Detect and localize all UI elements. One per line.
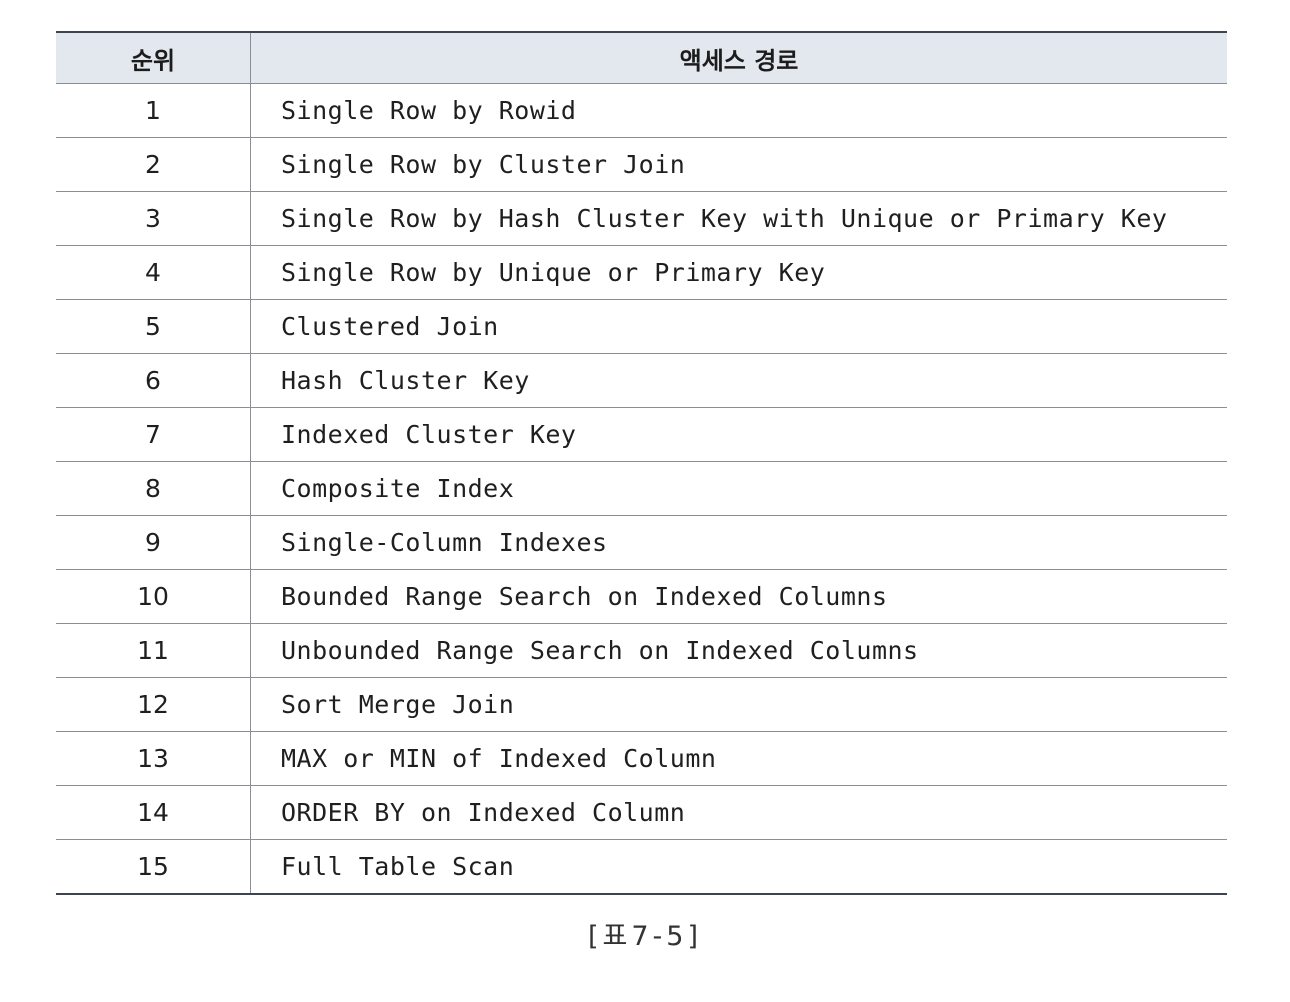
table-row: 5 Clustered Join	[56, 299, 1227, 354]
rank-cell: 4	[56, 245, 251, 300]
access-path-cell: Full Table Scan	[281, 852, 515, 881]
rank-cell: 5	[56, 299, 251, 354]
rank-column-header: 순위	[56, 32, 251, 84]
table-row: 14 ORDER BY on Indexed Column	[56, 785, 1227, 840]
table-row: 4 Single Row by Unique or Primary Key	[56, 245, 1227, 300]
table-row: 11 Unbounded Range Search on Indexed Colu…	[56, 623, 1227, 678]
access-path-table: 순위 액세스 경로 1 Single Row by Rowid 2 Single Ro…	[56, 31, 1227, 895]
rank-cell: 14	[56, 785, 251, 840]
access-path-cell: Single Row by Cluster Join	[250, 137, 1227, 192]
rank-cell: 13	[56, 731, 251, 786]
access-path-cell: Hash Cluster Key	[250, 353, 1227, 408]
access-path-cell: MAX or MIN of Indexed Column	[250, 731, 1227, 786]
access-path-cell: Single-Column Indexes	[250, 515, 1227, 570]
table-row: 6 Hash Cluster Key	[56, 353, 1227, 408]
rank-cell: 2	[56, 137, 251, 192]
table-row: 15 Full Table Scan	[56, 839, 1227, 894]
access-path-cell: Unbounded Range Search on Indexed Column…	[250, 623, 1227, 678]
access-path-cell: Single Row by Unique or Primary Key	[250, 245, 1227, 300]
rank-cell: 8	[56, 461, 251, 516]
table-row: 12 Sort Merge Join	[56, 677, 1227, 732]
table-row: 9 Single-Column Indexes	[56, 515, 1227, 570]
access-path-cell: Clustered Join	[250, 299, 1227, 354]
rank-cell: 6	[56, 353, 251, 408]
table-header-row: 순위 액세스 경로	[56, 32, 1227, 84]
rank-cell: 7	[56, 407, 251, 462]
table-row: 8 Composite Index	[56, 461, 1227, 516]
rank-cell: 1	[56, 83, 251, 138]
access-path-cell: Sort Merge Join	[250, 677, 1227, 732]
rank-cell: 3	[56, 191, 251, 246]
table-row: 10 Bounded Range Search on Indexed Column…	[56, 569, 1227, 624]
table-caption: [표7-5]	[587, 921, 702, 952]
rank-cell: 12	[56, 677, 251, 732]
access-path-column-header: 액세스 경로	[250, 32, 1227, 84]
table-row: 3 Single Row by Hash Cluster Key with Uni…	[56, 191, 1227, 246]
table-row: 13 MAX or MIN of Indexed Column	[56, 731, 1227, 786]
access-path-cell: Bounded Range Search on Indexed Columns	[250, 569, 1227, 624]
table-row: 1 Single Row by Rowid	[56, 83, 1227, 138]
rank-cell: 15	[56, 839, 251, 894]
access-path-cell: Single Row by Rowid	[250, 83, 1227, 138]
table-body: 1 Single Row by Rowid 2 Single Row by Clust…	[56, 83, 1227, 894]
rank-cell: 10	[56, 569, 251, 624]
table-row: 7 Indexed Cluster Key	[56, 407, 1227, 462]
access-path-cell: Indexed Cluster Key	[250, 407, 1227, 462]
rank-cell: 11	[56, 623, 251, 678]
access-path-cell: Single Row by Hash Cluster Key with Uniq…	[250, 191, 1227, 246]
access-path-cell: Composite Index	[250, 461, 1227, 516]
access-path-cell: ORDER BY on Indexed Column	[250, 785, 1227, 840]
table-row: 2 Single Row by Cluster Join	[56, 137, 1227, 192]
rank-cell: 9	[56, 515, 251, 570]
